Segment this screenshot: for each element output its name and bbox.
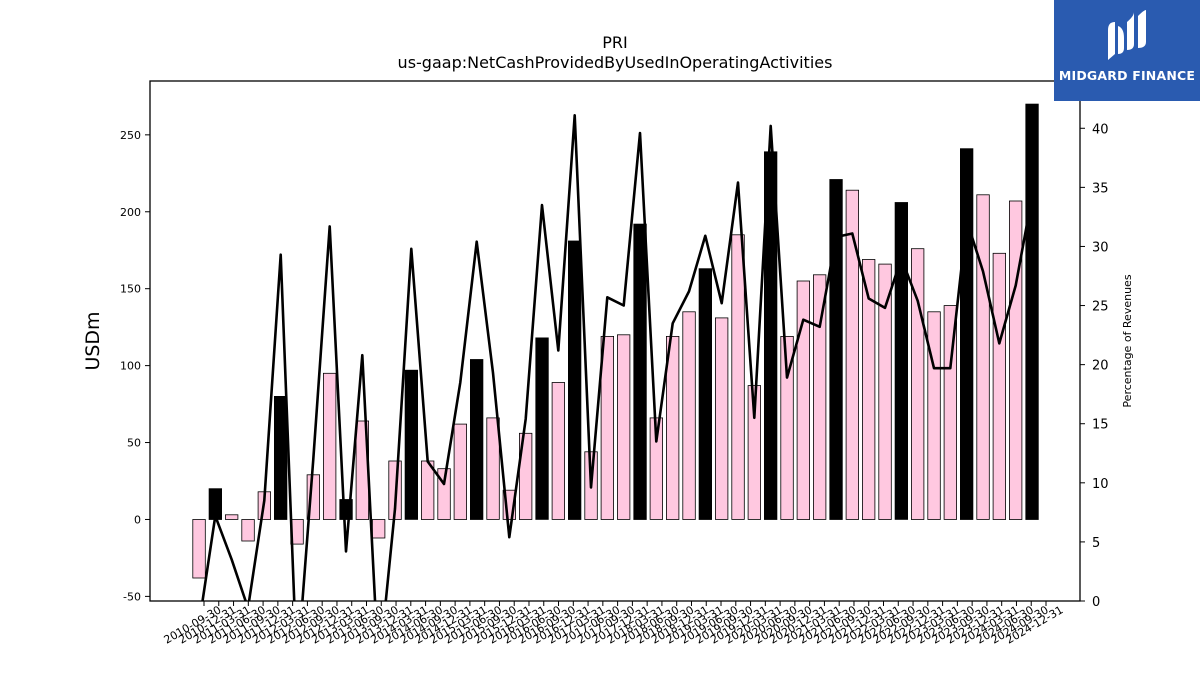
bar bbox=[519, 432, 533, 520]
chart-title: PRI bbox=[602, 33, 627, 52]
y2-tick-label: 25 bbox=[1092, 300, 1109, 315]
y-tick-label: 150 bbox=[120, 283, 141, 296]
brand-logo: MIDGARD FINANCE bbox=[1054, 0, 1200, 101]
y2-tick-label: 15 bbox=[1092, 418, 1109, 433]
plot-frame bbox=[149, 80, 1081, 602]
bar bbox=[568, 240, 582, 520]
bars-layer bbox=[192, 103, 1039, 579]
line-layer bbox=[201, 114, 1034, 601]
bar bbox=[796, 280, 810, 520]
bar bbox=[764, 151, 778, 520]
bar bbox=[486, 417, 500, 520]
bar bbox=[976, 194, 990, 520]
y2-tick-label: 35 bbox=[1092, 181, 1109, 196]
chart-subtitle: us-gaap:NetCashProvidedByUsedInOperating… bbox=[398, 53, 833, 72]
bar bbox=[241, 519, 255, 542]
bar bbox=[715, 317, 729, 520]
bar bbox=[845, 189, 859, 520]
bar bbox=[633, 223, 647, 520]
y2-tick-label: 20 bbox=[1092, 359, 1109, 374]
bar bbox=[780, 335, 794, 520]
bar bbox=[829, 179, 843, 520]
bar bbox=[371, 519, 386, 539]
bar bbox=[224, 514, 239, 520]
bar bbox=[322, 372, 337, 520]
y-tick-label: -50 bbox=[123, 590, 141, 603]
bar bbox=[551, 382, 565, 520]
bar bbox=[731, 234, 745, 520]
bar bbox=[862, 259, 876, 520]
bar bbox=[747, 385, 761, 520]
y-tick-label: 200 bbox=[120, 206, 141, 219]
series-line bbox=[201, 114, 1034, 601]
bar bbox=[1009, 200, 1023, 520]
bar bbox=[960, 148, 974, 520]
axes-layer: -5005010015020025005101520253035402010-0… bbox=[120, 80, 1109, 647]
y2-tick-label: 30 bbox=[1092, 240, 1109, 255]
bar bbox=[404, 369, 419, 520]
bar bbox=[927, 311, 941, 520]
bar bbox=[453, 423, 468, 520]
bar bbox=[943, 305, 957, 520]
y-axis-label: USDm bbox=[82, 311, 104, 370]
bar bbox=[420, 460, 435, 520]
y-tick-label: 0 bbox=[134, 513, 141, 526]
bar bbox=[894, 202, 908, 520]
y2-tick-label: 10 bbox=[1092, 477, 1109, 492]
bar bbox=[192, 519, 206, 579]
bar bbox=[682, 311, 696, 520]
bar bbox=[698, 268, 712, 520]
y-tick-label: 100 bbox=[120, 360, 141, 373]
bar bbox=[992, 252, 1006, 520]
y2-tick-label: 40 bbox=[1092, 122, 1109, 137]
bar bbox=[878, 263, 892, 520]
logo-mark-icon bbox=[1108, 10, 1146, 60]
bar bbox=[600, 335, 614, 520]
logo-text: MIDGARD FINANCE bbox=[1058, 68, 1196, 83]
y2-tick-label: 0 bbox=[1092, 595, 1100, 610]
y-tick-label: 250 bbox=[120, 129, 141, 142]
bar bbox=[666, 335, 680, 520]
y2-tick-label: 5 bbox=[1092, 536, 1100, 551]
y-tick-label: 50 bbox=[127, 437, 141, 450]
bar bbox=[535, 337, 549, 520]
bar bbox=[1025, 103, 1039, 520]
bar bbox=[617, 334, 631, 520]
bar bbox=[813, 274, 827, 520]
bar bbox=[469, 359, 484, 520]
y2-axis-label: Percentage of Revenues bbox=[1121, 274, 1134, 407]
bar bbox=[273, 395, 288, 520]
